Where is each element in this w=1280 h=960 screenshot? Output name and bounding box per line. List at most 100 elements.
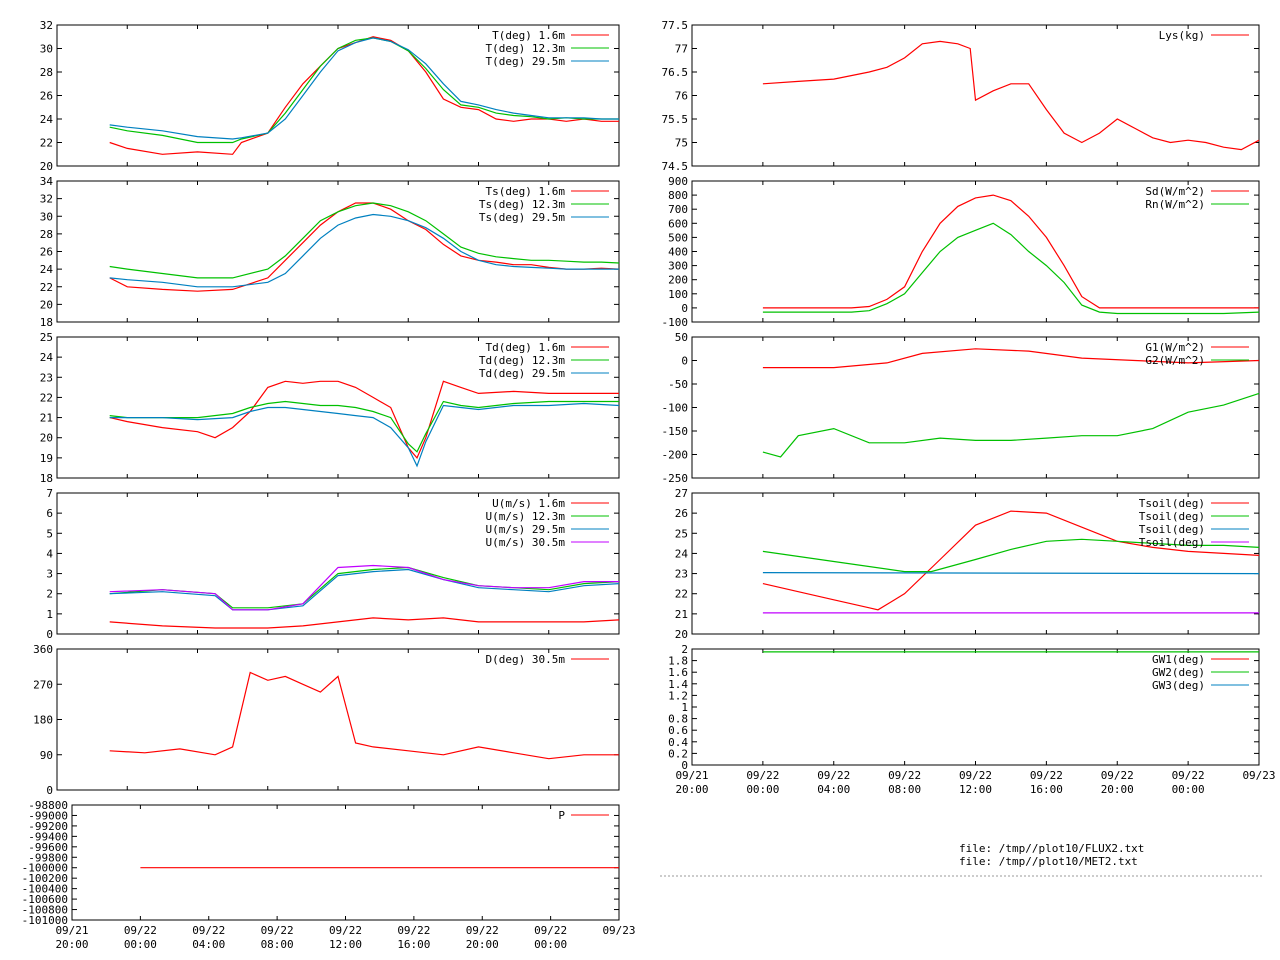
y-tick-label: 74.5 <box>662 160 689 173</box>
x-tick-date-label: 09/22 <box>124 924 157 937</box>
y-tick-label: 90 <box>40 749 53 762</box>
series-line <box>109 568 620 611</box>
y-tick-label: 0 <box>681 355 688 368</box>
series-line <box>109 671 619 760</box>
chart-dir: 0 90 180 270 360 D(deg) 30.5m <box>33 643 620 797</box>
y-tick-label: 22 <box>675 588 688 601</box>
legend-label: U(m/s) 30.5m <box>486 536 566 549</box>
y-tick-label: 22 <box>40 137 53 150</box>
series-line <box>109 202 620 279</box>
x-tick-date-label: 09/22 <box>1030 769 1063 782</box>
y-tick-label: 100 <box>668 288 688 301</box>
legend-label: Sd(W/m^2) <box>1145 185 1205 198</box>
y-tick-label: 1 <box>681 701 688 714</box>
legend-label: P <box>558 809 565 822</box>
x-tick-date-label: 09/23 <box>602 924 635 937</box>
y-tick-label: 1.4 <box>668 678 688 691</box>
x-tick-date-label: 09/22 <box>329 924 362 937</box>
y-tick-label: 28 <box>40 66 53 79</box>
series-line <box>762 538 1260 573</box>
y-tick-label: 7 <box>46 487 53 500</box>
series-line <box>109 213 619 288</box>
series-line <box>762 571 1260 575</box>
y-tick-label: -100200 <box>22 872 68 885</box>
x-tick-time-label: 08:00 <box>888 783 921 796</box>
legend-label: Tsoil(deg) <box>1139 536 1205 549</box>
y-tick-label: 18 <box>40 472 53 485</box>
x-tick-time-label: 20:00 <box>675 783 708 796</box>
x-tick-time-label: 20:00 <box>1101 783 1134 796</box>
y-tick-label: 34 <box>40 175 54 188</box>
series-line <box>109 202 620 292</box>
y-tick-label: 75 <box>675 137 688 150</box>
legend-label: Td(deg) 1.6m <box>486 341 566 354</box>
chart-tsoil: 2021222324252627Tsoil(deg)Tsoil(deg)Tsoi… <box>675 487 1260 641</box>
legend-label: T(deg) 29.5m <box>486 55 566 68</box>
legend-label: Ts(deg) 29.5m <box>479 211 565 224</box>
y-tick-label: 25 <box>40 331 53 344</box>
file-label-met: file: /tmp//plot10/MET2.txt <box>959 855 1138 868</box>
x-tick-date-label: 09/22 <box>534 924 567 937</box>
y-tick-label: -100000 <box>22 862 68 875</box>
y-tick-label: 26 <box>40 246 53 259</box>
y-tick-label: 700 <box>668 203 688 216</box>
y-tick-label: -100 <box>662 316 689 329</box>
series-line <box>762 510 1260 611</box>
y-tick-label: 0 <box>681 302 688 315</box>
x-tick-time-label: 20:00 <box>466 938 499 951</box>
legend-label: Tsoil(deg) <box>1139 523 1205 536</box>
y-tick-label: -150 <box>662 425 689 438</box>
y-tick-label: 300 <box>668 260 688 273</box>
y-tick-label: 800 <box>668 189 688 202</box>
chart-lys: 74.5 75 75.5 76 76.5 77 77.5 Lys(kg) <box>662 19 1260 173</box>
y-tick-label: 23 <box>675 568 688 581</box>
y-tick-label: 77 <box>675 43 688 56</box>
x-tick-time-label: 04:00 <box>817 783 850 796</box>
y-tick-label: -100400 <box>22 883 68 896</box>
x-tick-time-label: 00:00 <box>1172 783 1205 796</box>
y-tick-label: 76 <box>675 90 688 103</box>
series-line <box>109 564 619 611</box>
legend-label: Rn(W/m^2) <box>1145 198 1205 211</box>
legend-label: Tsoil(deg) <box>1139 497 1205 510</box>
y-tick-label: 3 <box>46 568 53 581</box>
chart-p: -101000-100800-100600-100400-100200-1000… <box>22 799 636 951</box>
x-tick-time-label: 20:00 <box>55 938 88 951</box>
y-tick-label: 24 <box>40 263 54 276</box>
y-tick-label: 200 <box>668 274 688 287</box>
chart-u: 0 1 2 3 4 5 6 7 U(m/s) 1.6mU(m/s) 12.3mU(m/s) 29… <box>46 487 620 641</box>
y-tick-label: 180 <box>33 714 53 727</box>
legend-label: T(deg) 12.3m <box>486 42 566 55</box>
plot-frame <box>71 804 620 921</box>
y-tick-label: 900 <box>668 175 688 188</box>
y-tick-label: 20 <box>40 432 53 445</box>
y-tick-label: 21 <box>40 412 53 425</box>
series-line <box>762 40 1260 151</box>
chart-gw: 00.20.40.60.811.21.41.61.8209/2120:0009/… <box>668 643 1275 796</box>
legend-label: GW1(deg) <box>1152 653 1205 666</box>
plot-frame <box>56 648 620 791</box>
y-tick-label: 1 <box>46 608 53 621</box>
y-tick-label: 27 <box>675 487 688 500</box>
y-tick-label: 26 <box>40 90 53 103</box>
y-tick-label: 1.6 <box>668 666 688 679</box>
y-tick-label: 1.8 <box>668 655 688 668</box>
series-line <box>109 400 619 453</box>
y-tick-label: 20 <box>40 298 53 311</box>
x-tick-date-label: 09/22 <box>959 769 992 782</box>
y-tick-label: 24 <box>675 547 689 560</box>
x-tick-time-label: 16:00 <box>1030 783 1063 796</box>
y-tick-label: -99800 <box>28 851 68 864</box>
x-tick-date-label: 09/22 <box>192 924 225 937</box>
legend-label: U(m/s) 12.3m <box>486 510 566 523</box>
x-tick-date-label: 09/21 <box>55 924 88 937</box>
x-tick-date-label: 09/22 <box>397 924 430 937</box>
y-tick-label: 25 <box>675 527 688 540</box>
y-tick-label: -100600 <box>22 893 68 906</box>
legend-label: Td(deg) 12.3m <box>479 354 565 367</box>
x-tick-date-label: 09/22 <box>817 769 850 782</box>
y-tick-label: 0.2 <box>668 747 688 760</box>
y-tick-label: 77.5 <box>662 19 689 32</box>
